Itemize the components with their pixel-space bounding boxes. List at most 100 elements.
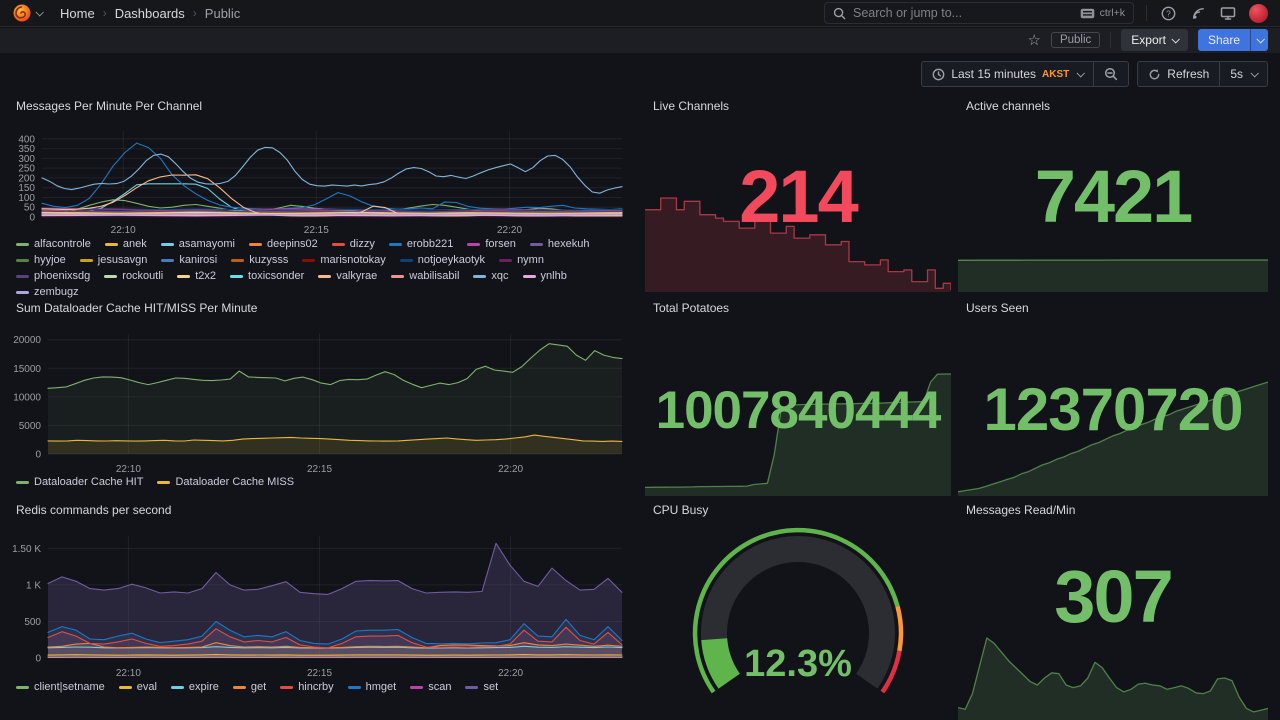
legend-item-wabilisabil[interactable]: wabilisabil	[391, 270, 459, 282]
legend-swatch	[347, 685, 361, 689]
grafana-logo-menu[interactable]	[12, 3, 44, 23]
export-button[interactable]: Export	[1121, 29, 1188, 51]
panel-title[interactable]: Sum Dataloader Cache HIT/MISS Per Minute	[16, 301, 258, 315]
legend-item-hincrby[interactable]: hincrby	[280, 681, 334, 693]
legend-swatch	[410, 685, 424, 689]
legend-item-phoenixsdg[interactable]: phoenixsdg	[16, 270, 90, 282]
legend-item-nymn[interactable]: nymn	[499, 254, 544, 266]
panel-title[interactable]: CPU Busy	[653, 503, 709, 517]
legend-item-t2x2[interactable]: t2x2	[177, 270, 216, 282]
svg-text:20000: 20000	[13, 335, 41, 346]
legend-item-dizzy[interactable]: dizzy	[331, 238, 375, 250]
legend-item-hmget[interactable]: hmget	[347, 681, 396, 693]
legend-item-eval[interactable]: eval	[118, 681, 157, 693]
chevron-down-icon	[35, 8, 44, 17]
legend-item-dataloader-cache-miss[interactable]: Dataloader Cache MISS	[157, 476, 294, 488]
svg-text:350: 350	[18, 144, 35, 155]
messages-legend: alfacontrole anek asamayomi deepins02 dizzy e…	[16, 238, 628, 298]
refresh-button[interactable]: Refresh	[1138, 62, 1219, 86]
legend-item-ynlhb[interactable]: ynlhb	[522, 270, 567, 282]
legend-item-zembugz[interactable]: zembugz	[16, 286, 79, 298]
legend-item-hexekuh[interactable]: hexekuh	[529, 238, 590, 250]
breadcrumb-dashboards[interactable]: Dashboards	[114, 5, 185, 21]
panel-title[interactable]: Users Seen	[966, 301, 1029, 315]
legend-item-dataloader-cache-hit[interactable]: Dataloader Cache HIT	[16, 476, 143, 488]
legend-item-kuzysss[interactable]: kuzysss	[231, 254, 288, 266]
legend-swatch	[104, 242, 118, 246]
panel-title[interactable]: Redis commands per second	[16, 503, 172, 517]
legend-label: rockoutli	[122, 270, 164, 282]
legend-item-expire[interactable]: expire	[170, 681, 219, 693]
legend-swatch	[16, 242, 29, 246]
legend-item-kanirosi[interactable]: kanirosi	[161, 254, 217, 266]
legend-item-scan[interactable]: scan	[410, 681, 451, 693]
user-avatar[interactable]	[1249, 3, 1268, 23]
share-dropdown-button[interactable]	[1250, 29, 1268, 51]
svg-text:?: ?	[1166, 9, 1171, 18]
chevron-down-icon	[1255, 35, 1265, 44]
panel-title[interactable]: Messages Read/Min	[966, 503, 1076, 517]
svg-text:22:20: 22:20	[498, 464, 523, 475]
panel-live-channels: Live Channels 214	[645, 96, 951, 292]
panel-messages-read: Messages Read/Min 307	[958, 500, 1268, 720]
legend-item-jesusavgn[interactable]: jesusavgn	[79, 254, 148, 266]
grafana-logo	[13, 4, 31, 22]
refresh-interval-picker[interactable]: 5s	[1219, 62, 1267, 86]
stat-value: 12370720	[983, 376, 1244, 443]
rss-icon[interactable]	[1189, 4, 1207, 22]
live-channels-sparkline	[645, 197, 951, 292]
active-channels-sparkline	[958, 259, 1268, 292]
share-button[interactable]: Share	[1197, 29, 1250, 51]
legend-item-get[interactable]: get	[232, 681, 266, 693]
legend-label: jesusavgn	[97, 254, 148, 266]
legend-item-erobb221[interactable]: erobb221	[388, 238, 453, 250]
legend-item-forsen[interactable]: forsen	[467, 238, 516, 250]
divider	[1110, 32, 1112, 48]
legend-swatch	[16, 274, 29, 278]
panel-title[interactable]: Live Channels	[653, 99, 730, 113]
legend-item-asamayomi[interactable]: asamayomi	[160, 238, 235, 250]
legend-swatch	[529, 242, 543, 246]
legend-label: toxicsonder	[248, 270, 305, 282]
time-range-picker[interactable]: Last 15 minutes AKST	[922, 62, 1093, 86]
help-icon[interactable]: ?	[1159, 4, 1177, 22]
monitor-icon[interactable]	[1219, 4, 1237, 22]
svg-text:22:20: 22:20	[498, 668, 523, 679]
legend-item-alfacontrole[interactable]: alfacontrole	[16, 238, 91, 250]
legend-item-hyyjoe[interactable]: hyyjoe	[16, 254, 66, 266]
legend-item-toxicsonder[interactable]: toxicsonder	[230, 270, 304, 282]
legend-label: forsen	[485, 238, 516, 250]
legend-item-set[interactable]: set	[465, 681, 498, 693]
search-placeholder: Search or jump to...	[853, 6, 963, 20]
legend-item-deepins02[interactable]: deepins02	[248, 238, 318, 250]
zoom-out-button[interactable]	[1093, 62, 1128, 86]
panel-dataloader-cache: Sum Dataloader Cache HIT/MISS Per Minute…	[8, 298, 635, 498]
legend-item-marisnotokay[interactable]: marisnotokay	[302, 254, 386, 266]
star-icon[interactable]: ☆	[1027, 31, 1041, 49]
svg-text:22:20: 22:20	[497, 225, 522, 236]
redis-legend: client|setname eval expire get hincrby hmget s…	[16, 681, 628, 693]
messages-read-sparkline	[958, 637, 1268, 720]
panel-title[interactable]: Messages Per Minute Per Channel	[16, 99, 203, 113]
panel-title[interactable]: Active channels	[966, 99, 1051, 113]
search-input[interactable]: Search or jump to... ctrl+k	[824, 2, 1134, 24]
legend-label: hincrby	[298, 681, 334, 693]
breadcrumb-home[interactable]: Home	[60, 5, 95, 21]
legend-item-notjoeykaotyk[interactable]: notjoeykaotyk	[399, 254, 485, 266]
legend-swatch	[118, 685, 132, 689]
legend-item-client-setname[interactable]: client|setname	[16, 681, 105, 693]
legend-label: dizzy	[349, 238, 375, 250]
legend-item-valkyrae[interactable]: valkyrae	[318, 270, 377, 282]
legend-swatch	[499, 258, 513, 262]
legend-item-xqc[interactable]: xqc	[473, 270, 509, 282]
clock-icon	[932, 68, 945, 80]
svg-text:200: 200	[18, 173, 35, 184]
top-navigation: Home › Dashboards › Public Search or jum…	[0, 0, 1280, 27]
svg-text:1.50 K: 1.50 K	[12, 544, 41, 555]
panel-title[interactable]: Total Potatoes	[653, 301, 730, 315]
public-tag[interactable]: Public	[1050, 32, 1101, 48]
legend-item-anek[interactable]: anek	[104, 238, 147, 250]
legend-item-rockoutli[interactable]: rockoutli	[104, 270, 163, 282]
breadcrumb-separator: ›	[192, 6, 197, 20]
